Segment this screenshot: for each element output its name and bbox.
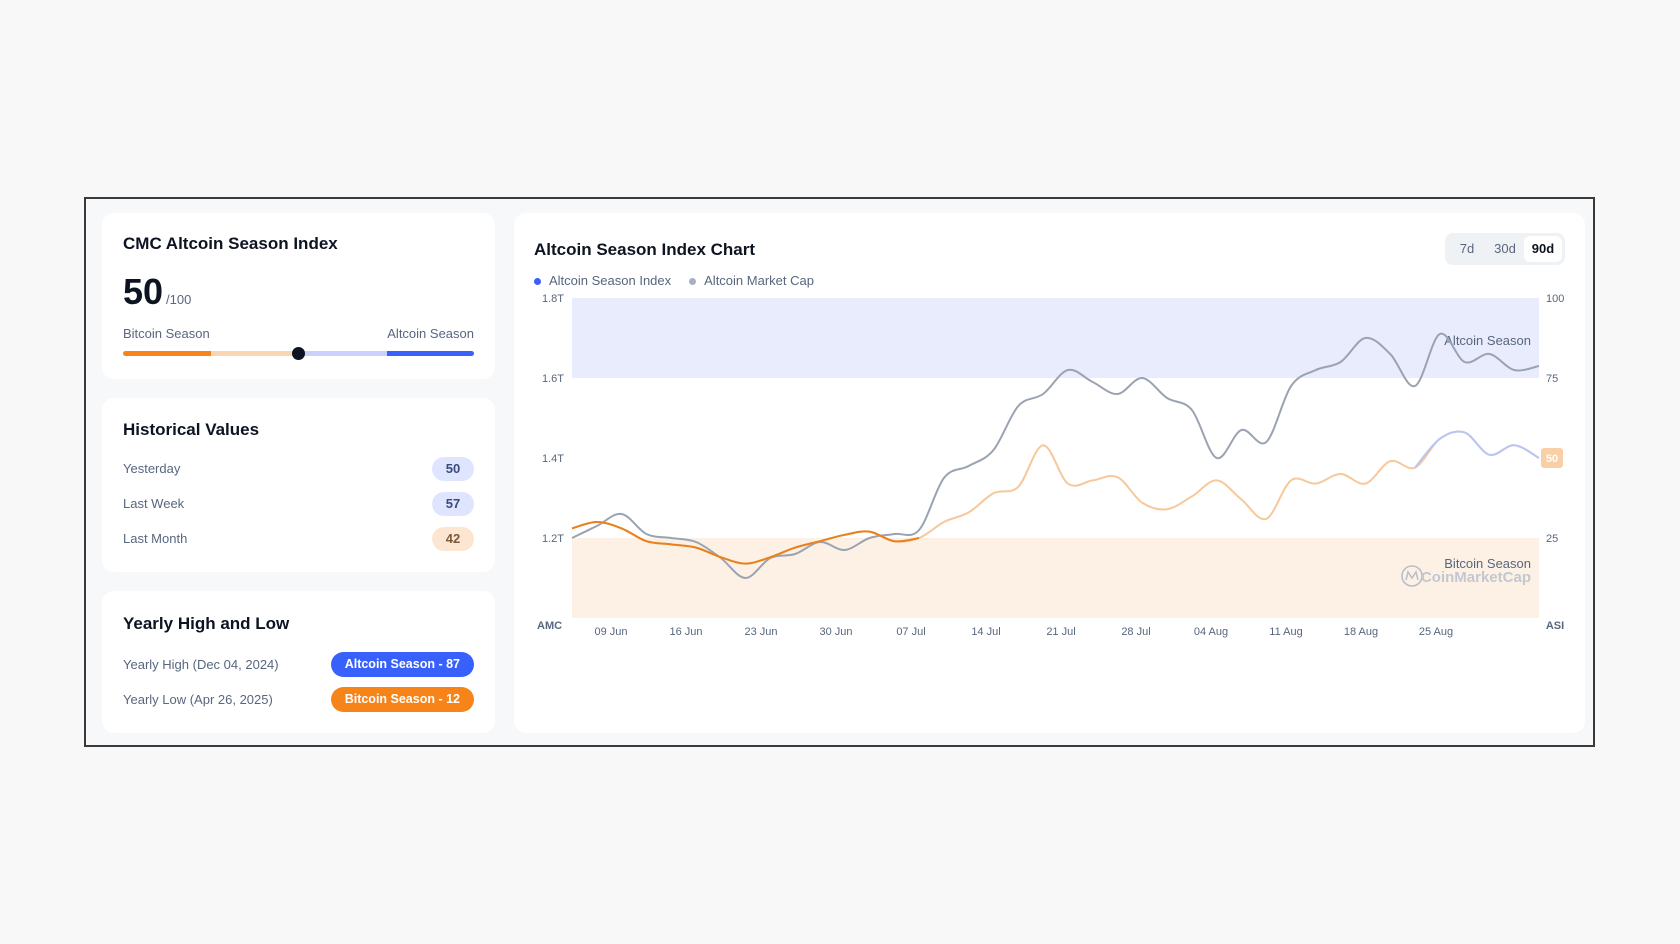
x-axis-tick-label: 30 Jun — [819, 626, 852, 638]
bitcoin-season-label: Bitcoin Season — [123, 326, 210, 341]
coinmarketcap-logo-mark — [1405, 570, 1419, 581]
historical-values-card: Historical Values Yesterday 50 Last Week… — [102, 398, 495, 572]
watermark: CoinMarketCap — [1401, 565, 1531, 587]
altcoin-season-band-label: Altcoin Season — [1444, 333, 1531, 348]
coinmarketcap-logo-icon — [1401, 565, 1423, 587]
watermark-text: CoinMarketCap — [1421, 569, 1531, 586]
x-axis: 09 Jun 16 Jun 23 Jun 30 Jun 07 Jul 14 Jul 21 J… — [594, 626, 1453, 638]
gauge-indicator — [292, 347, 305, 360]
current-value-badge: 50 — [1541, 448, 1563, 468]
range-30d-button[interactable]: 30d — [1494, 241, 1516, 256]
legend-item-market-cap[interactable]: Altcoin Market Cap — [689, 273, 814, 288]
chart-plot: 1.8T 1.6T 1.4T 1.2T 100 75 25 09 Jun 16 Jun 23 … — [537, 293, 1564, 638]
left-axis-tick-label: 1.4T — [542, 453, 564, 465]
yearly-low-badge: Bitcoin Season - 12 — [330, 687, 474, 712]
x-axis-tick-label: 28 Jul — [1121, 626, 1150, 638]
index-value: 50/100 — [123, 271, 191, 313]
x-axis-tick-label: 04 Aug — [1194, 626, 1228, 638]
chart-title: Altcoin Season Index Chart — [534, 240, 756, 259]
index-card-title: CMC Altcoin Season Index — [123, 234, 338, 253]
gauge-bitcoin-strong — [123, 351, 211, 356]
last-week-value-badge: 57 — [432, 492, 474, 516]
yearly-high-low-card: Yearly High and Low Yearly High (Dec 04,… — [102, 591, 495, 733]
x-axis-tick-label: 14 Jul — [971, 626, 1000, 638]
yesterday-value-badge: 50 — [432, 457, 474, 481]
index-card: CMC Altcoin Season Index 50/100 Bitcoin … — [102, 213, 495, 379]
right-axis-tick-label: 100 — [1546, 293, 1564, 305]
x-axis-tick-label: 11 Aug — [1269, 626, 1302, 638]
x-axis-tick-label: 09 Jun — [594, 626, 627, 638]
x-axis-tick-label: 23 Jun — [744, 626, 777, 638]
left-axis-title: AMC — [537, 620, 562, 632]
left-axis-tick-label: 1.6T — [542, 373, 564, 385]
bitcoin-season-band-label: Bitcoin Season — [1444, 556, 1531, 571]
x-axis-tick-label: 21 Jul — [1046, 626, 1075, 638]
range-7d-button[interactable]: 7d — [1459, 241, 1475, 256]
legend-dot-blue — [534, 278, 541, 286]
x-axis-tick-label: 16 Jun — [669, 626, 702, 638]
index-value-number: 50 — [123, 271, 164, 312]
altcoin-season-label: Altcoin Season — [387, 326, 474, 341]
bitcoin-season-band — [572, 538, 1539, 618]
index-denominator: /100 — [166, 292, 192, 307]
current-value-badge-bg — [1541, 448, 1563, 468]
last-month-label: Last Month — [123, 531, 188, 546]
last-week-label: Last Week — [123, 496, 185, 511]
legend-item-index[interactable]: Altcoin Season Index — [534, 273, 671, 288]
yesterday-label: Yesterday — [123, 461, 181, 476]
market-cap-line — [571, 332, 1540, 580]
gauge-altcoin-strong — [387, 351, 474, 356]
yearly-high-badge: Altcoin Season - 87 — [330, 652, 474, 677]
yearly-low-label: Yearly Low (Apr 26, 2025) — [123, 692, 273, 707]
right-axis-tick-label: 75 — [1546, 373, 1558, 385]
right-axis: 100 75 25 — [1546, 293, 1564, 545]
gauge-altcoin-weak — [299, 351, 387, 356]
season-index-line-altcoin-part — [1414, 430, 1540, 469]
chart-legend: Altcoin Season Index Altcoin Market Cap — [534, 273, 814, 288]
range-selector: 7d 30d 90d — [1445, 233, 1565, 265]
range-90d-button[interactable]: 90d — [1524, 236, 1562, 262]
yearly-title: Yearly High and Low — [123, 614, 290, 633]
season-index-line-bitcoin-part — [571, 520, 920, 565]
x-axis-tick-label: 25 Aug — [1419, 626, 1453, 638]
yearly-high-label: Yearly High (Dec 04, 2024) — [123, 657, 279, 672]
altcoin-season-widget: CMC Altcoin Season Index 50/100 Bitcoin … — [84, 197, 1595, 747]
x-axis-tick-label: 07 Jul — [896, 626, 925, 638]
last-month-value-badge: 42 — [432, 527, 474, 551]
right-axis-title: ASI — [1546, 620, 1564, 632]
x-axis-tick-label: 18 Aug — [1344, 626, 1378, 638]
legend-index-label: Altcoin Season Index — [549, 273, 672, 288]
chart-card: Altcoin Season Index Chart 7d 30d 90d Al… — [514, 213, 1585, 733]
left-axis: 1.8T 1.6T 1.4T 1.2T — [542, 293, 564, 545]
gauge-bitcoin-weak — [211, 351, 299, 356]
legend-market-cap-label: Altcoin Market Cap — [704, 273, 814, 288]
left-axis-tick-label: 1.8T — [542, 293, 564, 305]
legend-dot-gray — [689, 278, 697, 286]
right-axis-tick-label: 25 — [1546, 533, 1558, 545]
altcoin-season-band — [572, 298, 1539, 378]
current-value-badge-text: 50 — [1546, 453, 1558, 465]
left-axis-tick-label: 1.2T — [542, 533, 564, 545]
historical-title: Historical Values — [123, 420, 260, 439]
